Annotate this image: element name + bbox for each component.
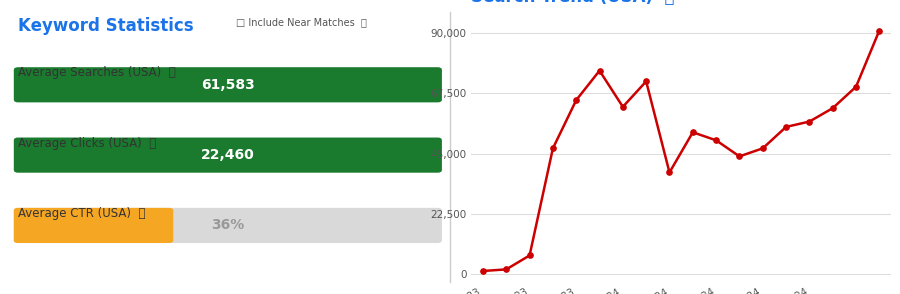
FancyBboxPatch shape [14,208,174,243]
Text: 36%: 36% [212,218,245,233]
Text: Average Searches (USA)  ⓘ: Average Searches (USA) ⓘ [18,66,176,79]
FancyBboxPatch shape [14,208,442,243]
FancyBboxPatch shape [14,67,442,102]
Text: □ Include Near Matches  ⓘ: □ Include Near Matches ⓘ [236,17,367,27]
Text: Search Trend (USA)  ⓘ: Search Trend (USA) ⓘ [472,0,675,6]
Text: Average CTR (USA)  ⓘ: Average CTR (USA) ⓘ [18,207,146,220]
FancyBboxPatch shape [14,138,442,173]
Text: 61,583: 61,583 [201,78,255,92]
Text: Keyword Statistics: Keyword Statistics [18,17,194,35]
Text: Average Clicks (USA)  ⓘ: Average Clicks (USA) ⓘ [18,137,157,150]
Text: 22,460: 22,460 [201,148,255,162]
